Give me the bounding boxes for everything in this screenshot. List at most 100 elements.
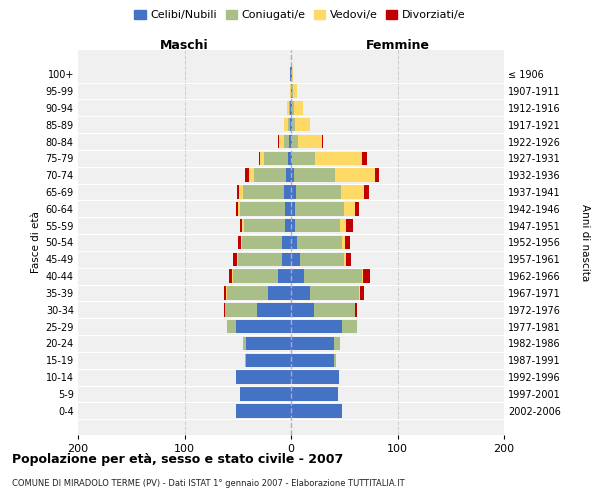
Bar [291,101,292,114]
Bar [240,202,284,215]
Bar [291,270,304,283]
Bar [291,303,314,316]
Bar [290,68,291,81]
Bar [284,135,289,148]
Bar [243,336,246,350]
Bar [244,219,284,232]
Bar [286,168,291,182]
Bar [236,252,238,266]
Bar [268,286,291,300]
Bar [291,336,334,350]
Bar [346,252,350,266]
Bar [291,152,292,165]
Bar [295,118,310,132]
Bar [242,219,244,232]
Bar [243,186,284,198]
Bar [344,202,355,215]
Bar [295,219,340,232]
Bar [229,270,232,283]
Bar [291,135,292,148]
Bar [298,236,342,249]
Bar [341,186,364,198]
Bar [291,118,292,132]
Bar [246,336,291,350]
Bar [334,336,340,350]
Bar [238,202,240,215]
Bar [291,354,334,367]
Bar [236,404,291,417]
Bar [292,118,295,132]
Bar [240,387,291,400]
Bar [288,118,290,132]
Bar [335,168,375,182]
Bar [346,219,353,232]
Text: Femmine: Femmine [365,40,430,52]
Bar [284,219,291,232]
Bar [257,303,291,316]
Bar [310,286,359,300]
Bar [292,68,293,81]
Bar [224,303,225,316]
Bar [284,118,288,132]
Bar [250,168,254,182]
Bar [227,320,236,334]
Bar [278,135,279,148]
Bar [291,370,339,384]
Bar [292,152,316,165]
Bar [242,236,283,249]
Bar [291,404,342,417]
Bar [291,387,338,400]
Bar [291,186,296,198]
Bar [283,236,291,249]
Bar [293,84,298,98]
Bar [265,152,288,165]
Bar [289,135,291,148]
Bar [291,219,295,232]
Bar [292,84,293,98]
Bar [322,135,323,148]
Bar [283,252,291,266]
Bar [355,303,357,316]
Bar [294,101,303,114]
Bar [225,303,257,316]
Bar [288,152,291,165]
Bar [346,236,350,249]
Bar [284,186,291,198]
Bar [359,286,360,300]
Bar [296,186,341,198]
Bar [334,354,336,367]
Bar [291,68,292,81]
Bar [238,252,283,266]
Bar [291,286,310,300]
Bar [291,84,292,98]
Bar [360,286,364,300]
Bar [364,270,370,283]
Bar [316,152,362,165]
Bar [344,252,346,266]
Bar [284,202,291,215]
Bar [287,101,289,114]
Bar [236,370,291,384]
Bar [233,270,278,283]
Bar [292,101,294,114]
Bar [246,354,291,367]
Bar [238,236,241,249]
Bar [291,236,298,249]
Bar [290,84,291,98]
Bar [298,135,322,148]
Bar [291,320,342,334]
Bar [355,202,359,215]
Bar [342,236,346,249]
Text: Popolazione per età, sesso e stato civile - 2007: Popolazione per età, sesso e stato civil… [12,452,343,466]
Bar [236,186,239,198]
Bar [224,286,226,300]
Bar [340,219,346,232]
Bar [299,252,344,266]
Bar [342,320,357,334]
Bar [245,354,246,367]
Bar [364,186,369,198]
Bar [236,320,291,334]
Text: COMUNE DI MIRADOLO TERME (PV) - Dati ISTAT 1° gennaio 2007 - Elaborazione TUTTIT: COMUNE DI MIRADOLO TERME (PV) - Dati IST… [12,479,404,488]
Bar [245,168,250,182]
Bar [294,168,335,182]
